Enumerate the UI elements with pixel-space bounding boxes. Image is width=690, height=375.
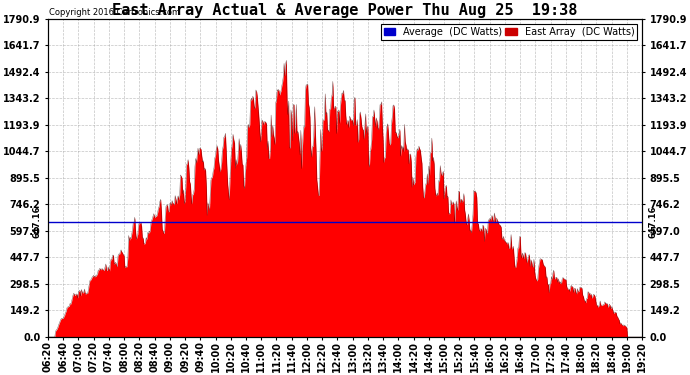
Text: Copyright 2016 Cartronics.com: Copyright 2016 Cartronics.com: [48, 8, 179, 17]
Text: 647.16: 647.16: [33, 206, 42, 238]
Title: East Array Actual & Average Power Thu Aug 25  19:38: East Array Actual & Average Power Thu Au…: [112, 3, 578, 18]
Text: 647.16: 647.16: [648, 206, 657, 238]
Legend: Average  (DC Watts), East Array  (DC Watts): Average (DC Watts), East Array (DC Watts…: [381, 24, 638, 40]
